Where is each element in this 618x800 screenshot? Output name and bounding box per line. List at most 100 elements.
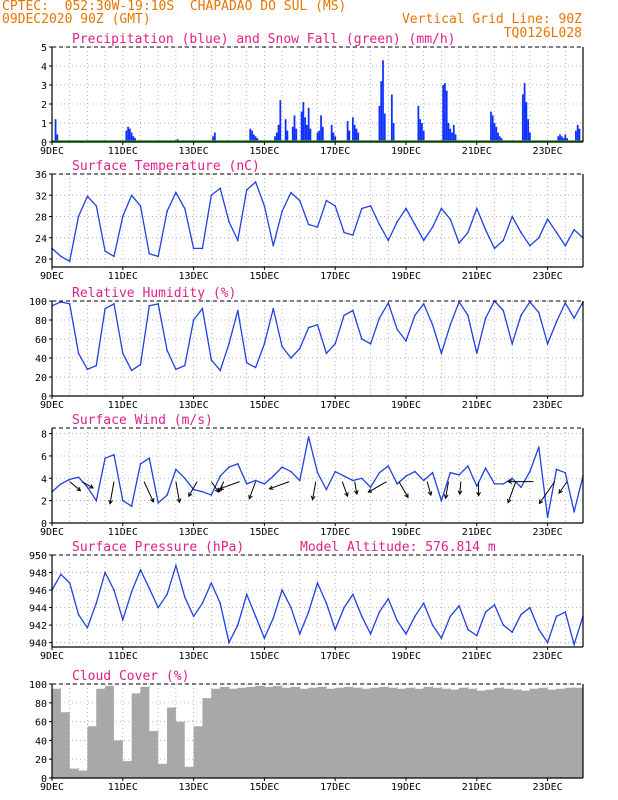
pressure-point [307,611,310,613]
temp-point [86,195,89,198]
wind-point [511,477,513,480]
wind-point [387,465,390,467]
precip-bar [444,83,446,142]
temp-point [414,223,416,226]
wind-arrow [143,481,154,503]
precip-xtick-label: 13DEC [179,146,209,157]
temp-point [396,221,398,223]
precip-bar [417,105,420,142]
temp-point [228,221,230,223]
cloud-cover-point [538,688,540,690]
temp-point [564,244,567,247]
precip-bar [498,136,501,142]
precip-bar [320,115,322,142]
wind-arrow-head [353,490,359,496]
rh-point [281,345,283,348]
precip-bar [527,119,530,142]
precip-bar [447,123,450,142]
rh-point [405,340,407,342]
wind-arrow [269,481,290,490]
rh-point [325,352,328,355]
wind-point [77,476,80,478]
cloud-cover-point [467,687,469,689]
wind-arrow [210,481,219,493]
wind-point [272,475,275,477]
pressure-point [476,634,478,637]
temp-point [537,236,540,239]
wind-point [157,502,159,504]
temp-point [201,247,204,250]
pressure-xtick-label: 17DEC [320,651,350,662]
rh-point [352,309,354,312]
wind-point [396,483,398,485]
rh-point [130,369,133,372]
pressure-point [210,582,213,584]
wind-point [440,499,443,502]
precip-bar [309,128,312,142]
cloud-cover-point [485,689,487,692]
cloud-xtick-label: 13DEC [179,782,209,793]
pressure-point [281,589,283,591]
rh-xtick-label: 13DEC [179,400,209,411]
rh-point [237,309,239,312]
wind-point [414,470,416,473]
pressure-ytick-label: 940 [29,639,47,650]
wind-arrow [398,481,409,498]
wind-arrow-head [558,489,563,494]
wind-xtick-label: 11DEC [108,527,138,538]
pressure-point [77,613,80,616]
temp-point [378,223,381,226]
temp-title: Surface Temperature (nC) [72,159,260,174]
wind-ytick-label: 6 [41,452,47,463]
temp-point [95,205,98,207]
pressure-point [254,615,257,618]
cloud-cover-point [281,685,283,687]
precip-bar [305,124,308,142]
wind-point [431,471,434,474]
rh-point [228,342,230,345]
cloud-cover-point [325,686,327,688]
pressure-point [219,602,221,604]
rh-xtick-label: 11DEC [108,400,138,411]
pressure-xtick-label: 21DEC [462,651,492,662]
precip-bar [357,132,360,142]
temp-xtick-label: 19DEC [391,271,421,282]
wind-ytick-label: 4 [41,474,47,485]
wind-arrow-head [443,494,449,500]
wind-point [237,462,239,465]
cloud-cover-point [431,686,434,688]
precip-bar [251,130,253,142]
temp-point [316,226,319,228]
rh-point [263,342,266,345]
precip-bar [442,85,445,142]
wind-point [166,494,168,496]
wind-arrow [459,481,462,495]
cloud-cover-point [60,688,62,690]
cloud-cover-point [440,687,442,689]
pressure-xtick-label: 9DEC [40,651,64,662]
wind-point [334,470,337,473]
cloud-cover-point [113,685,115,687]
temp-panel: 20 24 28 32 36 9DEC 11DEC 13DEC 15DEC 17DEC 19DEC 2… [35,159,584,282]
pressure-point [387,598,390,600]
wind-arrow [175,481,181,503]
wind-arrow-head [404,493,409,499]
precip-ytick-label: 4 [41,62,47,73]
wind-point [484,467,487,470]
pressure-point [493,604,496,606]
cloud-cover-point [166,763,168,765]
temp-point [520,231,522,234]
precip-bar [275,132,278,142]
wind-arrow [109,481,115,504]
cloud-cover-point [352,686,354,688]
precip-bar [576,124,579,142]
pressure-ytick-label: 946 [29,586,47,597]
precip-xtick-label: 9DEC [40,146,64,157]
cloud-cover-point [343,687,345,689]
wind-point [529,470,531,473]
precip-bar [56,134,59,142]
pressure-xtick-label: 11DEC [108,651,138,662]
pressure-point [104,571,106,574]
rh-point [210,359,213,361]
